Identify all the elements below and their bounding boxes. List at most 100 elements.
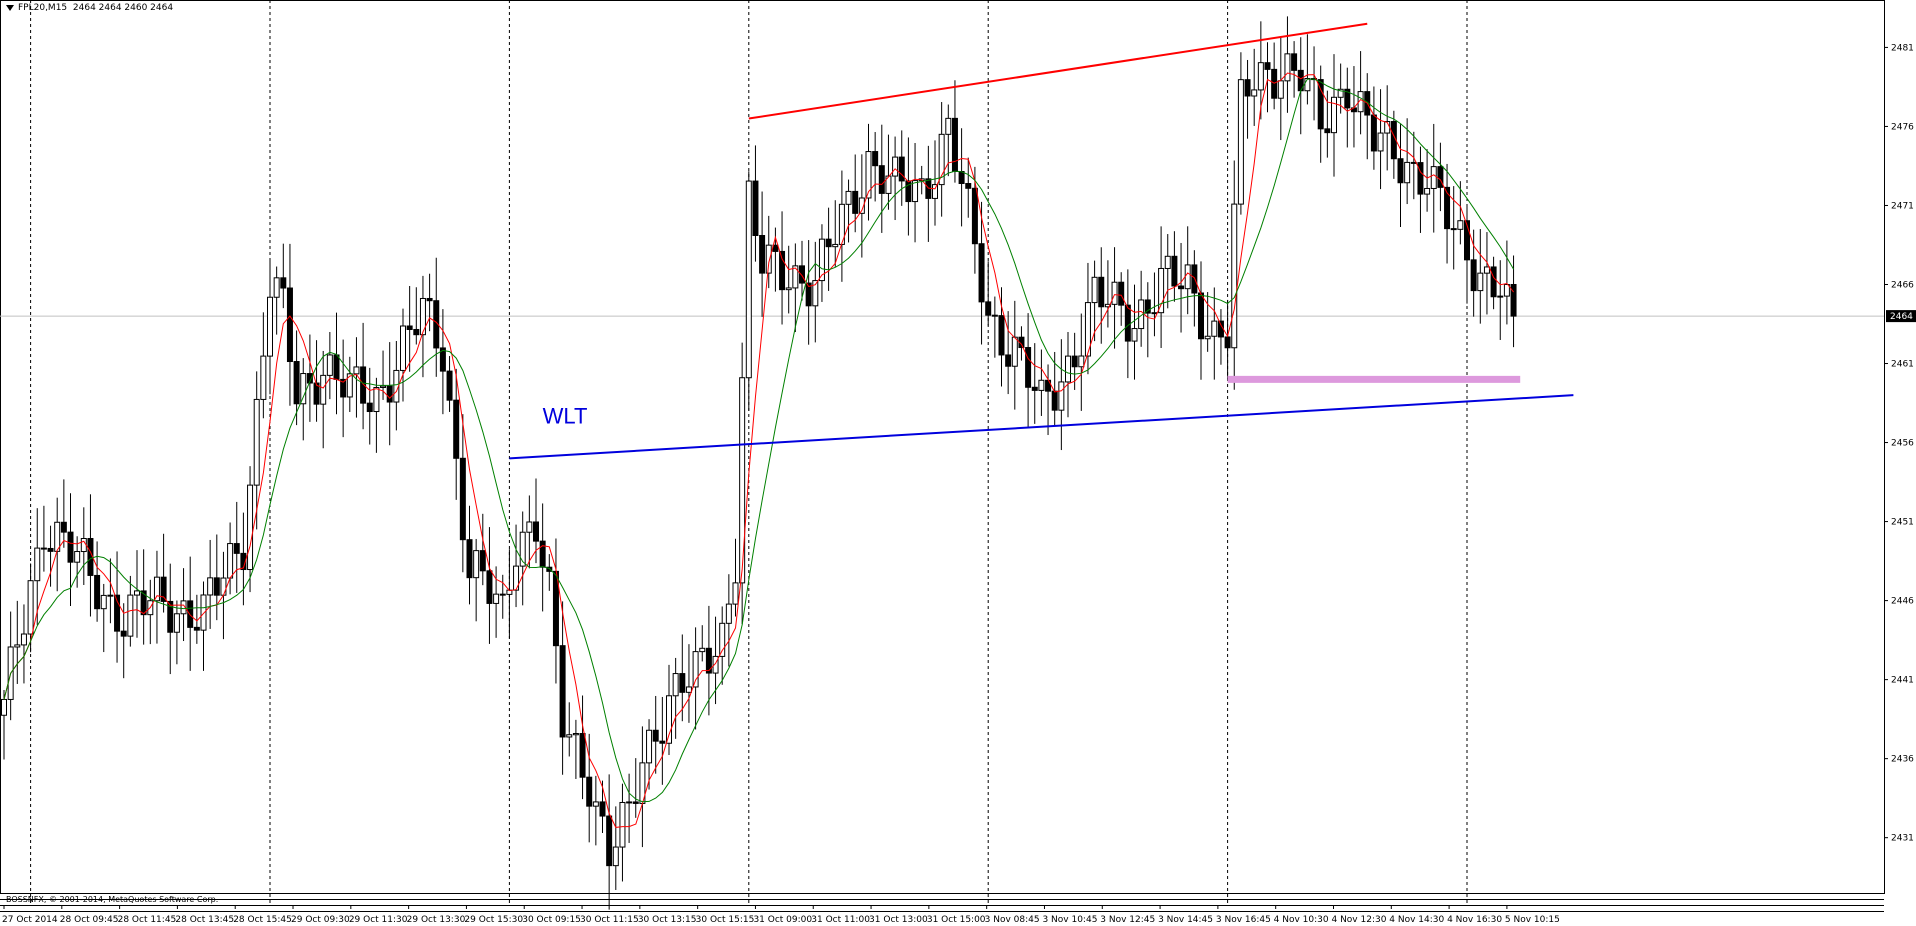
bull-candle xyxy=(692,651,699,688)
bear-candle xyxy=(1317,79,1324,130)
bull-candle xyxy=(180,600,187,615)
time-tick-label: 4 Nov 12:30 xyxy=(1331,915,1386,925)
ohlc-readout: 2464 2464 2460 2464 xyxy=(72,3,174,13)
bear-candle xyxy=(193,626,200,631)
bear-candle xyxy=(878,165,885,194)
bear-candle xyxy=(1098,276,1105,308)
time-tick-label: 4 Nov 14:30 xyxy=(1389,915,1444,925)
bear-candle xyxy=(1417,162,1424,195)
moving-average-line xyxy=(3,72,1514,828)
bull-candle xyxy=(300,373,307,405)
bear-candle xyxy=(872,151,879,167)
bear-candle xyxy=(599,801,606,817)
price-tick-label: 2456 xyxy=(1891,439,1914,449)
bull-candle xyxy=(153,576,160,602)
bull-candle xyxy=(127,594,134,637)
time-tick-label: 5 Nov 10:15 xyxy=(1505,915,1560,925)
bear-candle xyxy=(1031,386,1038,391)
time-tick-label: 3 Nov 14:45 xyxy=(1158,915,1213,925)
bear-candle xyxy=(799,265,805,284)
bull-candle xyxy=(373,386,380,413)
bull-candle xyxy=(619,801,626,848)
bull-candle xyxy=(134,590,140,596)
bear-candle xyxy=(679,673,686,693)
bear-candle xyxy=(1144,299,1151,314)
bear-candle xyxy=(951,117,958,173)
bull-candle xyxy=(267,296,273,357)
bear-candle xyxy=(1397,158,1404,184)
bear-candle xyxy=(47,547,54,552)
bull-candle xyxy=(320,374,327,405)
bear-candle xyxy=(439,347,446,372)
bull-candle xyxy=(572,733,579,736)
bear-candle xyxy=(40,547,47,550)
bear-candle xyxy=(1344,88,1351,109)
dropdown-triangle-icon[interactable] xyxy=(6,4,14,11)
bull-candle xyxy=(739,377,746,584)
bear-candle xyxy=(579,733,586,778)
trendline xyxy=(748,22,1368,120)
bull-candle xyxy=(220,577,227,596)
price-tick-label: 2476 xyxy=(1891,122,1914,132)
bear-candle xyxy=(233,543,240,554)
bull-candle xyxy=(725,603,732,624)
bear-candle xyxy=(1224,336,1231,349)
bull-candle xyxy=(858,197,865,214)
bull-candle xyxy=(745,180,752,379)
time-tick-label: 30 Oct 09:15 xyxy=(522,915,581,925)
bull-candle xyxy=(646,729,653,764)
bull-candle xyxy=(20,633,27,646)
bear-candle xyxy=(546,566,553,572)
bull-candle xyxy=(719,622,726,657)
bull-candle xyxy=(1357,91,1364,113)
bear-candle xyxy=(898,156,905,182)
bear-candle xyxy=(705,647,712,674)
bear-candle xyxy=(1271,68,1278,99)
bear-candle xyxy=(1437,166,1444,188)
bull-candle xyxy=(1091,276,1098,304)
bear-candle xyxy=(1005,354,1012,367)
bull-candle xyxy=(1257,62,1264,91)
bull-candle xyxy=(34,547,41,582)
bull-candle xyxy=(419,297,426,336)
bear-candle xyxy=(486,570,493,604)
price-tick-label: 2441 xyxy=(1891,676,1914,686)
bull-candle xyxy=(380,385,387,388)
bear-candle xyxy=(1025,347,1032,388)
bear-candle xyxy=(286,287,293,363)
bull-candle xyxy=(473,550,480,579)
bear-candle xyxy=(958,171,965,185)
time-tick-label: 31 Oct 15:00 xyxy=(927,915,986,925)
time-tick-label: 3 Nov 08:45 xyxy=(985,915,1040,925)
bear-candle xyxy=(752,180,759,237)
time-tick-label: 30 Oct 15:15 xyxy=(696,915,755,925)
bear-candle xyxy=(453,399,460,459)
bull-candle xyxy=(1284,53,1291,82)
bear-candle xyxy=(213,577,220,596)
bull-candle xyxy=(1331,96,1337,134)
bear-candle xyxy=(240,552,247,571)
bull-candle xyxy=(566,734,573,738)
price-tick-label: 2471 xyxy=(1891,201,1914,211)
bull-candle xyxy=(792,265,799,289)
bull-candle xyxy=(227,543,234,579)
bear-candle xyxy=(1171,255,1178,287)
bull-candle xyxy=(326,354,333,376)
bull-candle xyxy=(1404,161,1411,184)
time-tick-label: 29 Oct 15:30 xyxy=(464,915,523,925)
bear-candle xyxy=(1244,79,1251,97)
bull-candle xyxy=(626,801,633,804)
bear-candle xyxy=(413,328,420,336)
bear-candle xyxy=(779,250,786,291)
bear-candle xyxy=(167,600,174,633)
bull-candle xyxy=(353,366,360,375)
bear-candle xyxy=(905,180,912,203)
bull-candle xyxy=(1065,355,1071,383)
bull-candle xyxy=(173,613,180,633)
bear-candle xyxy=(160,576,167,602)
bull-candle xyxy=(1497,295,1504,298)
moving-average-line xyxy=(3,78,1515,803)
bear-candle xyxy=(479,550,486,572)
time-tick-label: 28 Oct 09:45 xyxy=(60,915,119,925)
